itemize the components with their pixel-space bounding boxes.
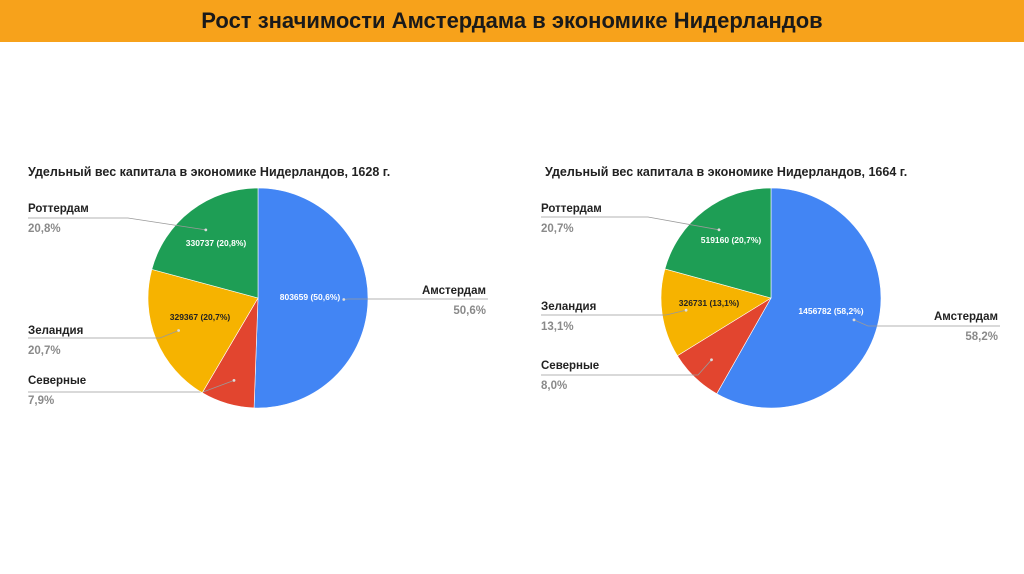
category-percent: 20,8% — [28, 223, 61, 235]
pie-charts-canvas: Удельный вес капитала в экономике Нидерл… — [28, 165, 1000, 409]
leader-line — [541, 216, 720, 231]
leader-line — [28, 217, 206, 231]
category-label: Зеландия — [28, 325, 83, 337]
category-percent: 58,2% — [965, 331, 998, 343]
leader-dot — [342, 298, 346, 301]
leader-line — [343, 298, 488, 300]
leader-line — [853, 319, 1000, 327]
slice-value-label: 330737 (20,8%) — [186, 238, 247, 248]
leader-line — [541, 309, 687, 316]
leader-dot — [204, 228, 208, 232]
category-label: Роттердам — [541, 203, 602, 215]
leader-dot — [684, 308, 688, 312]
slice-value-label: 326731 (13,1%) — [679, 298, 740, 308]
slice-value-label: 1456782 (58,2%) — [798, 306, 863, 316]
category-label: Амстердам — [422, 285, 486, 297]
category-label: Зеландия — [541, 301, 596, 313]
title-banner: Рост значимости Амстердама в экономике Н… — [0, 0, 1024, 42]
leader-dot — [717, 228, 721, 232]
pie-slice-rotterdam — [664, 187, 772, 299]
category-percent: 20,7% — [541, 223, 574, 235]
category-label: Роттердам — [28, 203, 89, 215]
chart-title: Удельный вес капитала в экономике Нидерл… — [545, 165, 907, 179]
page-title: Рост значимости Амстердама в экономике Н… — [201, 8, 823, 33]
pie-slice-zeeland — [147, 269, 259, 394]
category-percent: 7,9% — [28, 395, 54, 407]
leader-dot — [852, 318, 856, 322]
slice-value-label: 519160 (20,7%) — [701, 235, 762, 245]
category-percent: 20,7% — [28, 345, 61, 357]
charts-panel: Удельный вес капитала в экономике Нидерл… — [8, 48, 1016, 568]
category-percent: 8,0% — [541, 380, 567, 392]
leader-dot — [710, 358, 713, 362]
slice-value-label: 803659 (50,6%) — [280, 292, 341, 302]
pie-slice-rotterdam — [151, 187, 259, 299]
category-label: Северные — [28, 375, 86, 387]
leader-line — [541, 359, 712, 376]
slice-value-label: 329367 (20,7%) — [170, 312, 231, 322]
category-label: Северные — [541, 360, 599, 372]
category-label: Амстердам — [934, 311, 998, 323]
pie-slice-amsterdam — [253, 187, 369, 409]
category-percent: 50,6% — [453, 305, 486, 317]
leader-dot — [177, 329, 181, 332]
leader-line — [28, 330, 179, 339]
category-percent: 13,1% — [541, 321, 574, 333]
chart-title: Удельный вес капитала в экономике Нидерл… — [28, 165, 390, 179]
leader-dot — [232, 379, 236, 382]
